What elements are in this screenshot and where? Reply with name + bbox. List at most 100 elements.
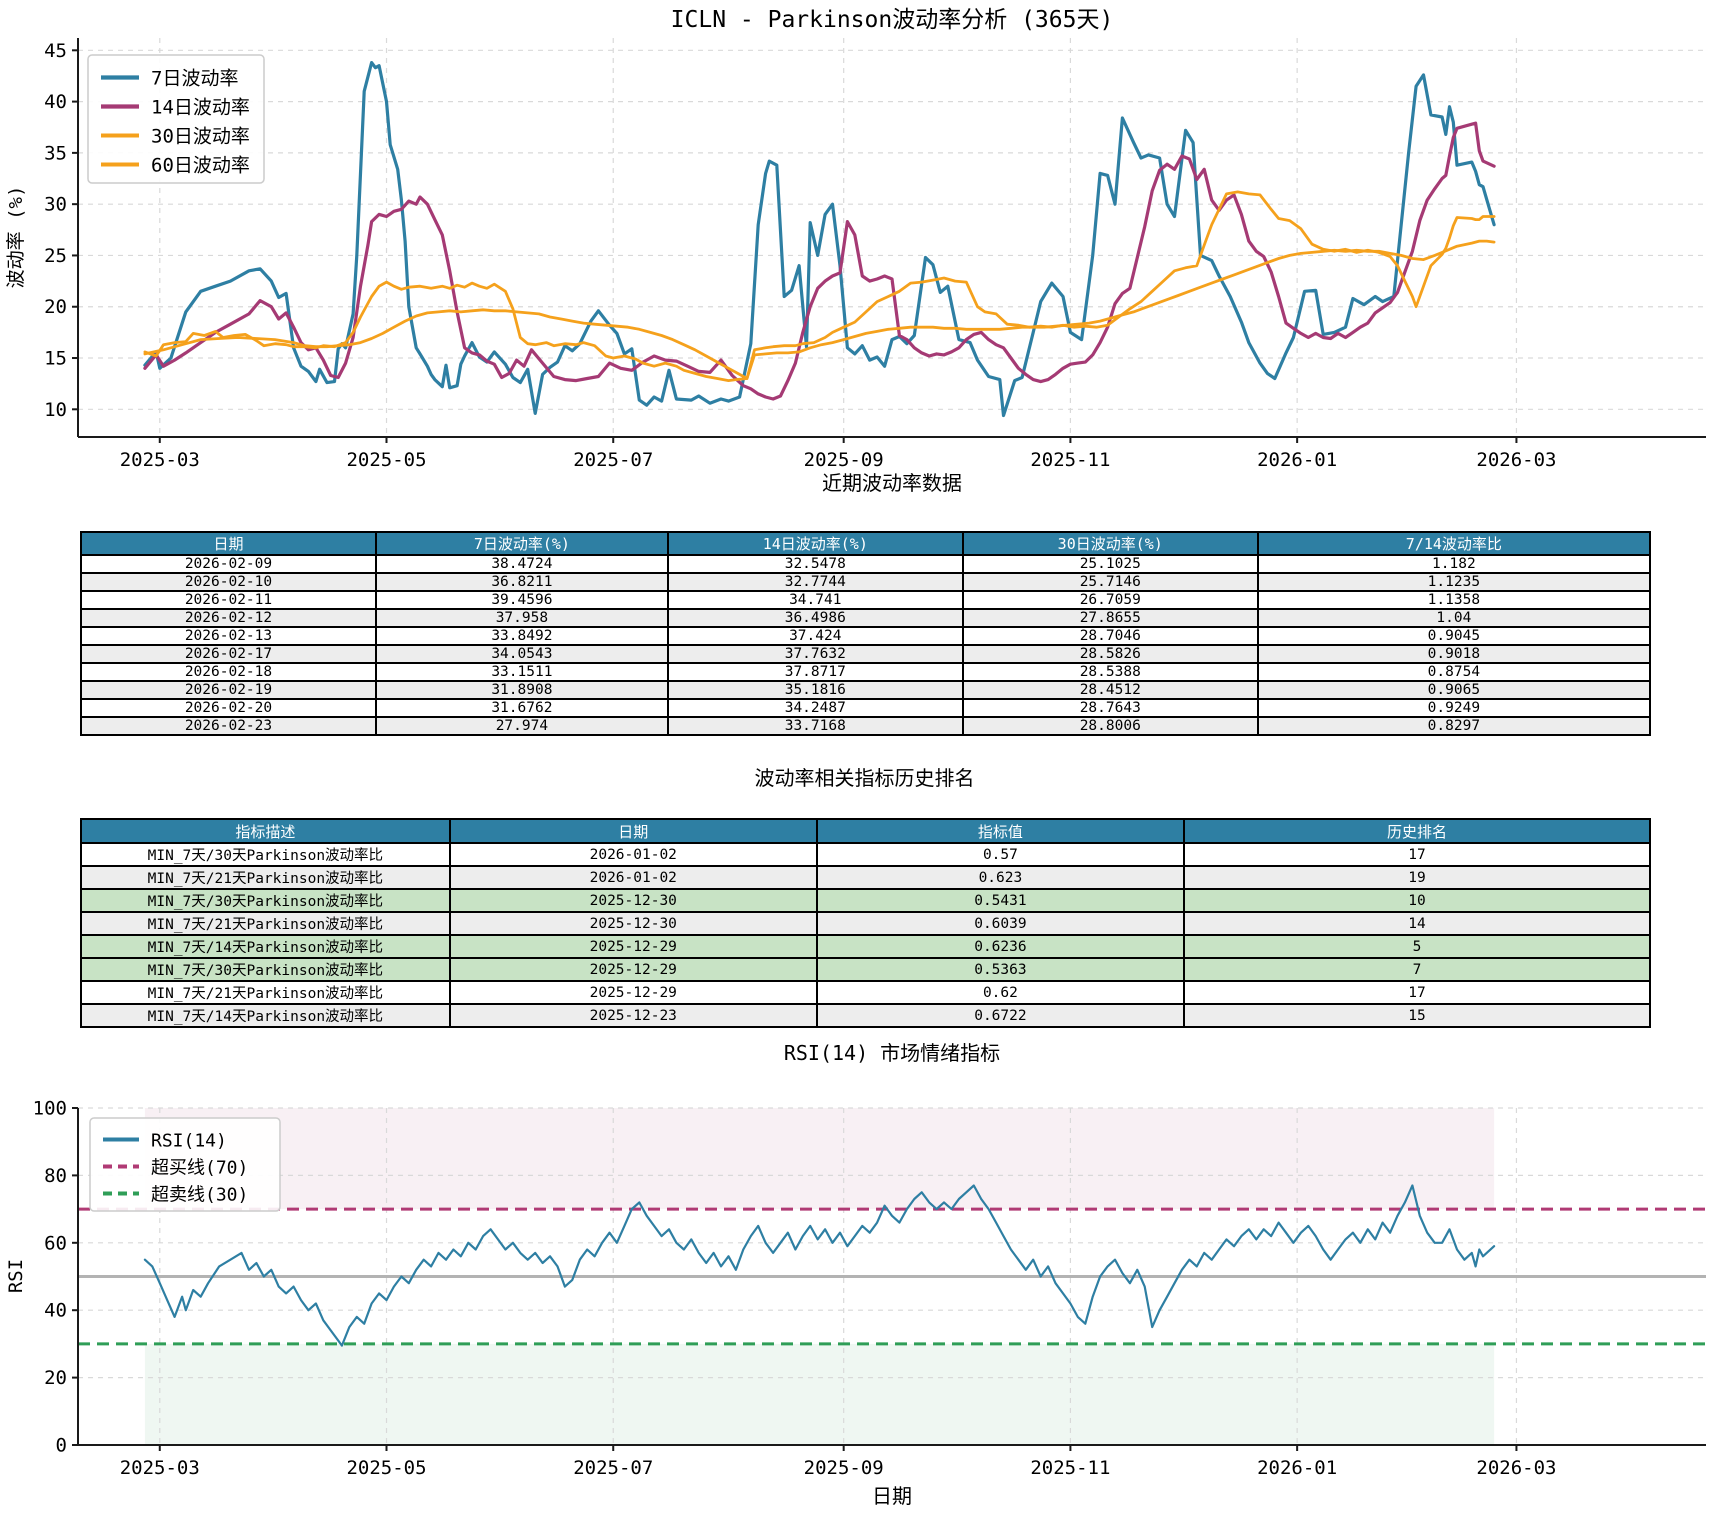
table-cell: 0.9249 [1256, 698, 1652, 718]
svg-text:100: 100 [33, 1098, 67, 1120]
table-cell: 0.9065 [1256, 680, 1652, 700]
table-cell: 34.741 [666, 590, 964, 610]
table-cell: MIN_7天/30天Parkinson波动率比 [80, 888, 451, 913]
svg-text:35: 35 [44, 142, 67, 164]
legend: 7日波动率 14日波动率 30日波动率 60日波动率 [87, 54, 265, 184]
table-cell: 28.4512 [961, 680, 1259, 700]
svg-text:2025-09: 2025-09 [804, 1457, 884, 1479]
svg-text:2026-03: 2026-03 [1476, 1457, 1556, 1479]
table-cell: 7 [1182, 957, 1652, 982]
table-row: 2026-02-18 33.1511 37.8717 28.5388 0.8754 [80, 662, 1652, 682]
table-cell: 32.7744 [666, 572, 964, 592]
chart-svg: 0 20 40 60 80 100 2025-03 2025-05 2025-07 2025-09… [5, 1041, 1706, 1508]
table-cell: 2026-02-20 [80, 698, 377, 718]
table-row: 2026-02-11 39.4596 34.741 26.7059 1.1358 [80, 590, 1652, 610]
table-row: 2026-02-23 27.974 33.7168 28.8006 0.8297 [80, 716, 1652, 736]
table-cell: 33.1511 [374, 662, 669, 682]
table-row: MIN_7天/30天Parkinson波动率比 2026-01-02 0.57 17 [80, 842, 1652, 867]
table-row: MIN_7天/21天Parkinson波动率比 2026-01-02 0.623 19 [80, 865, 1652, 890]
table-cell: MIN_7天/21天Parkinson波动率比 [80, 980, 451, 1005]
svg-text:45: 45 [44, 40, 67, 62]
table-row: MIN_7天/14天Parkinson波动率比 2025-12-29 0.6236 5 [80, 934, 1652, 959]
table-row: MIN_7天/21天Parkinson波动率比 2025-12-30 0.6039 1… [80, 911, 1652, 936]
svg-text:RSI(14): RSI(14) [151, 1131, 227, 1152]
table-cell: 2026-02-19 [80, 680, 377, 700]
table-cell: 0.6236 [815, 934, 1185, 959]
svg-text:0: 0 [56, 1435, 67, 1457]
volatility-rank-table: 指标描述 日期 指标值 历史排名 MIN_7天/30天Parkinson波动率比 2026… [80, 818, 1652, 1028]
axis-spines [77, 38, 1706, 438]
table-row: MIN_7天/14天Parkinson波动率比 2025-12-23 0.6722 1… [80, 1003, 1652, 1028]
table-header-row: 指标描述 日期 指标值 历史排名 [80, 818, 1652, 844]
x-axis-label: 近期波动率数据 [822, 471, 962, 495]
table-cell: 19 [1182, 865, 1652, 890]
table-row: MIN_7天/30天Parkinson波动率比 2025-12-30 0.5431 1… [80, 888, 1652, 913]
table-cell: 0.5431 [815, 888, 1185, 913]
svg-text:25: 25 [44, 245, 67, 267]
table-cell: 34.2487 [666, 698, 964, 718]
rsi-sentiment-chart: 0 20 40 60 80 100 2025-03 2025-05 2025-07 2025-09… [0, 1030, 1729, 1515]
table-cell: 31.8908 [374, 680, 669, 700]
table-row: 2026-02-13 33.8492 37.424 28.7046 0.9045 [80, 626, 1652, 646]
table-row: 2026-02-20 31.6762 34.2487 28.7643 0.9249 [80, 698, 1652, 718]
table-cell: 2025-12-29 [448, 957, 818, 982]
table-cell: 1.1235 [1256, 572, 1652, 592]
table-cell: 2026-02-11 [80, 590, 377, 610]
recent-volatility-table: 日期 7日波动率(%) 14日波动率(%) 30日波动率(%) 7/14波动率比 2026… [80, 531, 1652, 736]
table-cell: 38.4724 [374, 554, 669, 574]
table-cell: 27.974 [374, 716, 669, 736]
tick-marks [72, 49, 1518, 443]
svg-text:7日波动率: 7日波动率 [151, 68, 238, 90]
rank-table-title: 波动率相关指标历史排名 [754, 766, 975, 790]
table-cell: 2025-12-30 [448, 911, 818, 936]
tick-labels: 10 15 20 25 30 35 40 45 2025-03 2025-05 2025-07 202… [44, 40, 1556, 471]
svg-text:30: 30 [44, 194, 67, 216]
table-cell: 0.57 [815, 842, 1185, 867]
svg-text:20: 20 [44, 296, 67, 318]
series-7日波动率 [143, 60, 1496, 418]
legend: RSI(14) 超买线(70) 超卖线(30) [89, 1117, 281, 1212]
series-60日波动率 [143, 239, 1496, 380]
table-cell: 2026-02-10 [80, 572, 377, 592]
svg-text:14日波动率: 14日波动率 [151, 97, 250, 119]
table-cell: 5 [1182, 934, 1652, 959]
chart-title: ICLN - Parkinson波动率分析 (365天) [671, 7, 1114, 33]
svg-text:30日波动率: 30日波动率 [151, 126, 250, 148]
svg-text:2025-11: 2025-11 [1030, 1457, 1110, 1479]
column-header: 日期 [448, 818, 818, 844]
table-cell: 0.8754 [1256, 662, 1652, 682]
table-cell: 27.8655 [961, 608, 1259, 628]
threshold-band [144, 1108, 1495, 1210]
table-cell: 17 [1182, 842, 1652, 867]
y-axis-label: RSI [5, 1259, 27, 1293]
tick-labels: 0 20 40 60 80 100 2025-03 2025-05 2025-07 2025-09… [33, 1098, 1557, 1480]
table-cell: 37.8717 [666, 662, 964, 682]
table-cell: 2025-12-29 [448, 980, 818, 1005]
svg-text:2025-05: 2025-05 [346, 1457, 426, 1479]
table-cell: 28.7046 [961, 626, 1259, 646]
table-cell: 10 [1182, 888, 1652, 913]
table-cell: 2026-02-17 [80, 644, 377, 664]
table-row: 2026-02-19 31.8908 35.1816 28.4512 0.9065 [80, 680, 1652, 700]
x-axis-label: 日期 [872, 1484, 912, 1508]
table-cell: 33.8492 [374, 626, 669, 646]
svg-text:2025-05: 2025-05 [346, 449, 426, 471]
table-cell: MIN_7天/14天Parkinson波动率比 [80, 1003, 451, 1028]
svg-text:2025-09: 2025-09 [804, 449, 884, 471]
column-header: 指标描述 [80, 818, 451, 844]
table-cell: 2025-12-23 [448, 1003, 818, 1028]
chart-svg: 10 15 20 25 30 35 40 45 2025-03 2025-05 2025-07 202… [5, 7, 1706, 495]
table-cell: 36.4986 [666, 608, 964, 628]
column-header: 日期 [80, 531, 377, 556]
table-cell: 28.8006 [961, 716, 1259, 736]
column-header: 历史排名 [1182, 818, 1652, 844]
column-header: 指标值 [815, 818, 1185, 844]
table-cell: 35.1816 [666, 680, 964, 700]
table-cell: MIN_7天/30天Parkinson波动率比 [80, 842, 451, 867]
table-cell: 15 [1182, 1003, 1652, 1028]
table-cell: MIN_7天/21天Parkinson波动率比 [80, 911, 451, 936]
table-cell: 0.623 [815, 865, 1185, 890]
svg-text:10: 10 [44, 399, 67, 421]
table-cell: 25.1025 [961, 554, 1259, 574]
